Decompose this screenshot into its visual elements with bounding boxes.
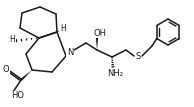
Text: H: H — [60, 24, 66, 33]
Polygon shape — [57, 28, 63, 32]
Text: OH: OH — [94, 28, 107, 37]
Text: NH₂: NH₂ — [107, 70, 123, 79]
Text: S: S — [135, 51, 141, 60]
Polygon shape — [20, 70, 32, 81]
Text: N: N — [67, 48, 73, 56]
Text: O: O — [3, 65, 9, 74]
Text: H: H — [9, 36, 15, 45]
Polygon shape — [96, 38, 98, 50]
Text: HO: HO — [11, 91, 24, 100]
